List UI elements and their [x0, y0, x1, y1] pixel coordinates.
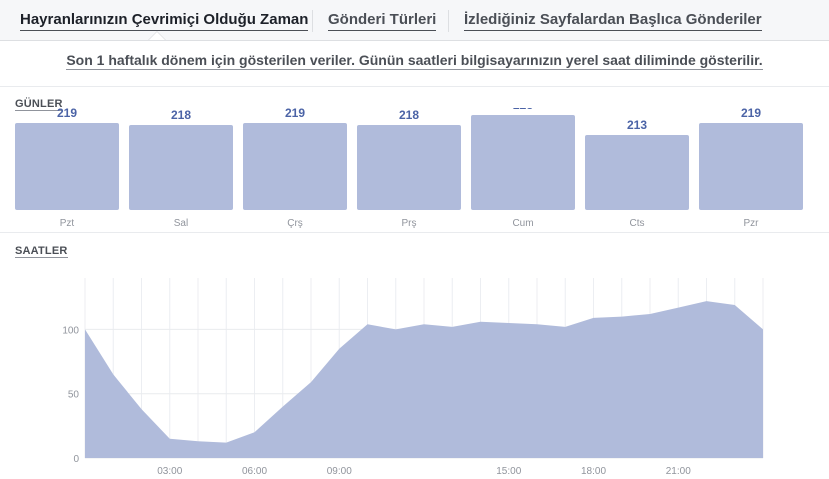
- day-bar[interactable]: [585, 135, 689, 210]
- day-value-label: 218: [399, 108, 419, 122]
- section-divider: [0, 232, 829, 233]
- day-value-label: 219: [57, 108, 77, 120]
- hour-data-point[interactable]: [478, 319, 484, 325]
- hour-data-point[interactable]: [308, 379, 314, 385]
- tab-fans-online-label: Hayranlarınızın Çevrimiçi Olduğu Zaman: [20, 11, 309, 28]
- section-divider: [0, 86, 829, 87]
- days-section-label: GÜNLER: [15, 98, 63, 111]
- y-tick-label: 50: [68, 390, 80, 401]
- tab-top-posts-label: İzlediğiniz Sayfalardan Başlıca Gönderil…: [464, 11, 762, 28]
- tab-bar: Hayranlarınızın Çevrimiçi Olduğu Zaman G…: [0, 0, 829, 41]
- day-category-label: Sal: [174, 218, 188, 229]
- day-category-label: Pzt: [60, 218, 75, 229]
- y-tick-label: 0: [73, 454, 79, 465]
- tab-fans-online[interactable]: Hayranlarınızın Çevrimiçi Olduğu Zaman: [20, 11, 309, 31]
- x-tick-label: 15:00: [496, 466, 521, 477]
- hour-data-point[interactable]: [675, 305, 681, 311]
- hour-data-point[interactable]: [82, 326, 88, 332]
- hours-section-title: SAATLER: [15, 245, 68, 258]
- tab-top-posts[interactable]: İzlediğiniz Sayfalardan Başlıca Gönderil…: [464, 11, 762, 31]
- days-bar-chart: 219 Pzt 218 Sal 219 Çrş 218 Prş 223 Cum 213 Cts 219 P…: [15, 108, 803, 229]
- hour-data-point[interactable]: [534, 321, 540, 327]
- day-value-label: 218: [171, 108, 191, 122]
- day-category-label: Pzr: [744, 218, 760, 229]
- tab-underline: [20, 30, 309, 31]
- hours-area-series[interactable]: [85, 301, 763, 458]
- x-tick-label: 09:00: [327, 466, 352, 477]
- tab-underline: [464, 30, 762, 31]
- hour-data-point[interactable]: [139, 406, 145, 412]
- days-section-title: GÜNLER: [15, 98, 63, 111]
- hours-section-label: SAATLER: [15, 245, 68, 258]
- day-bar[interactable]: [15, 123, 119, 210]
- day-category-label: Cts: [630, 218, 645, 229]
- day-bar[interactable]: [471, 115, 575, 210]
- notice-text: Son 1 haftalık dönem için gösterilen ver…: [66, 52, 763, 70]
- day-bar[interactable]: [357, 125, 461, 210]
- day-value-label: 219: [285, 108, 305, 120]
- x-tick-label: 21:00: [666, 466, 691, 477]
- y-tick-label: 100: [62, 325, 79, 336]
- hour-data-point[interactable]: [223, 440, 229, 446]
- hour-data-point[interactable]: [562, 324, 568, 330]
- active-tab-caret: [149, 32, 165, 40]
- hour-data-point[interactable]: [110, 371, 116, 377]
- hour-data-point[interactable]: [195, 438, 201, 444]
- hour-data-point[interactable]: [732, 302, 738, 308]
- day-category-label: Çrş: [287, 218, 303, 229]
- hour-data-point[interactable]: [619, 314, 625, 320]
- tab-post-types-label: Gönderi Türleri: [328, 11, 437, 28]
- day-value-label: 213: [627, 118, 647, 132]
- tab-post-types[interactable]: Gönderi Türleri: [328, 11, 437, 31]
- hour-data-point[interactable]: [280, 404, 286, 410]
- date-range-notice: Son 1 haftalık dönem için gösterilen ver…: [0, 52, 829, 70]
- day-bar[interactable]: [243, 123, 347, 210]
- hour-data-point[interactable]: [760, 326, 766, 332]
- hour-data-point[interactable]: [421, 321, 427, 327]
- x-tick-label: 06:00: [242, 466, 267, 477]
- x-tick-label: 18:00: [581, 466, 606, 477]
- day-bar[interactable]: [129, 125, 233, 210]
- hour-data-point[interactable]: [336, 346, 342, 352]
- x-tick-label: 03:00: [157, 466, 182, 477]
- hour-data-point[interactable]: [704, 298, 710, 304]
- hour-data-point[interactable]: [449, 324, 455, 330]
- day-bar[interactable]: [699, 123, 803, 210]
- tab-separator: [448, 10, 449, 32]
- hour-data-point[interactable]: [591, 315, 597, 321]
- day-value-label: 219: [741, 108, 761, 120]
- hour-data-point[interactable]: [647, 311, 653, 317]
- day-category-label: Prş: [402, 218, 417, 229]
- hour-data-point[interactable]: [393, 326, 399, 332]
- hour-data-point[interactable]: [506, 320, 512, 326]
- hour-data-point[interactable]: [167, 436, 173, 442]
- hour-data-point[interactable]: [252, 429, 258, 435]
- hour-data-point[interactable]: [365, 321, 371, 327]
- tab-underline: [328, 30, 437, 31]
- day-value-label: 223: [513, 108, 533, 112]
- hours-area-chart: 0 50 100 03:00 06:00 09:00 15:00 18:00 21:00: [62, 278, 766, 477]
- day-category-label: Cum: [512, 218, 533, 229]
- tab-separator: [312, 10, 313, 32]
